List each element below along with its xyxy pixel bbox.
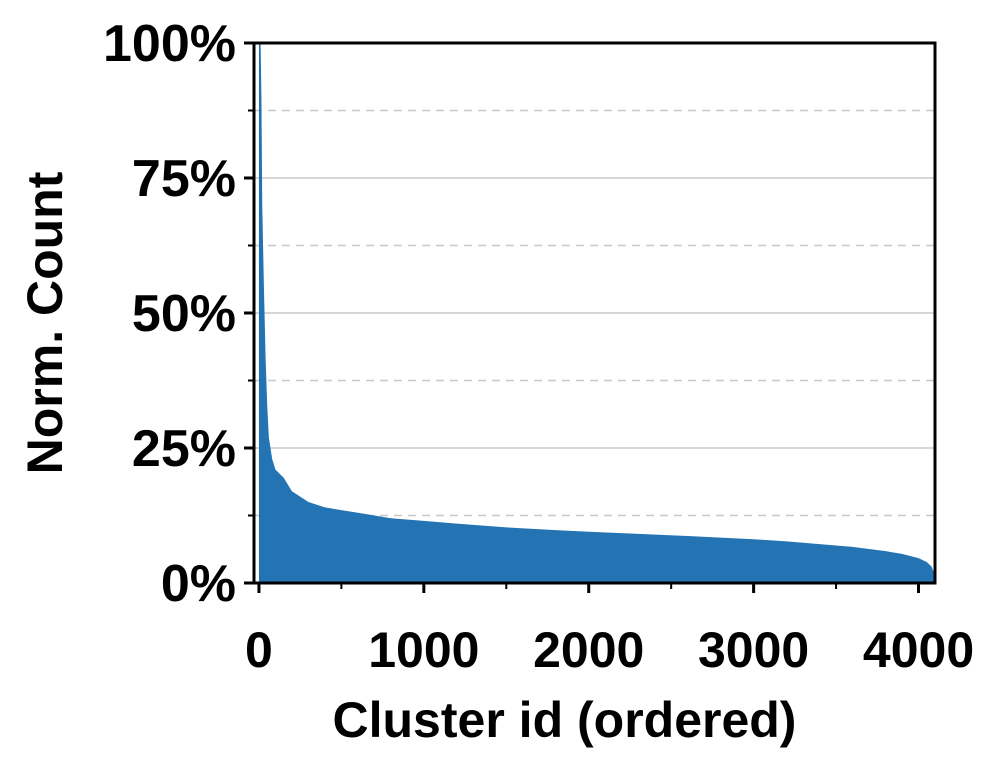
data-area-series xyxy=(258,43,935,583)
y-axis: 0% 25% 50% 75% 100% xyxy=(103,15,254,613)
y-tick-label: 75% xyxy=(132,150,236,208)
x-tick-label: 4000 xyxy=(863,622,974,678)
grid-lines xyxy=(254,109,935,517)
x-tick-label: 1000 xyxy=(368,622,479,678)
y-tick-label: 100% xyxy=(103,15,236,73)
y-tick-label: 50% xyxy=(132,285,236,343)
x-tick-label: 2000 xyxy=(533,622,644,678)
x-tick-label: 0 xyxy=(245,622,273,678)
x-axis: 0 1000 2000 3000 4000 xyxy=(245,583,974,678)
x-tick-label: 3000 xyxy=(698,622,809,678)
y-tick-label: 0% xyxy=(161,555,236,613)
x-axis-title: Cluster id (ordered) xyxy=(333,692,797,748)
y-axis-title: Norm. Count xyxy=(17,171,73,474)
y-tick-label: 25% xyxy=(132,420,236,478)
